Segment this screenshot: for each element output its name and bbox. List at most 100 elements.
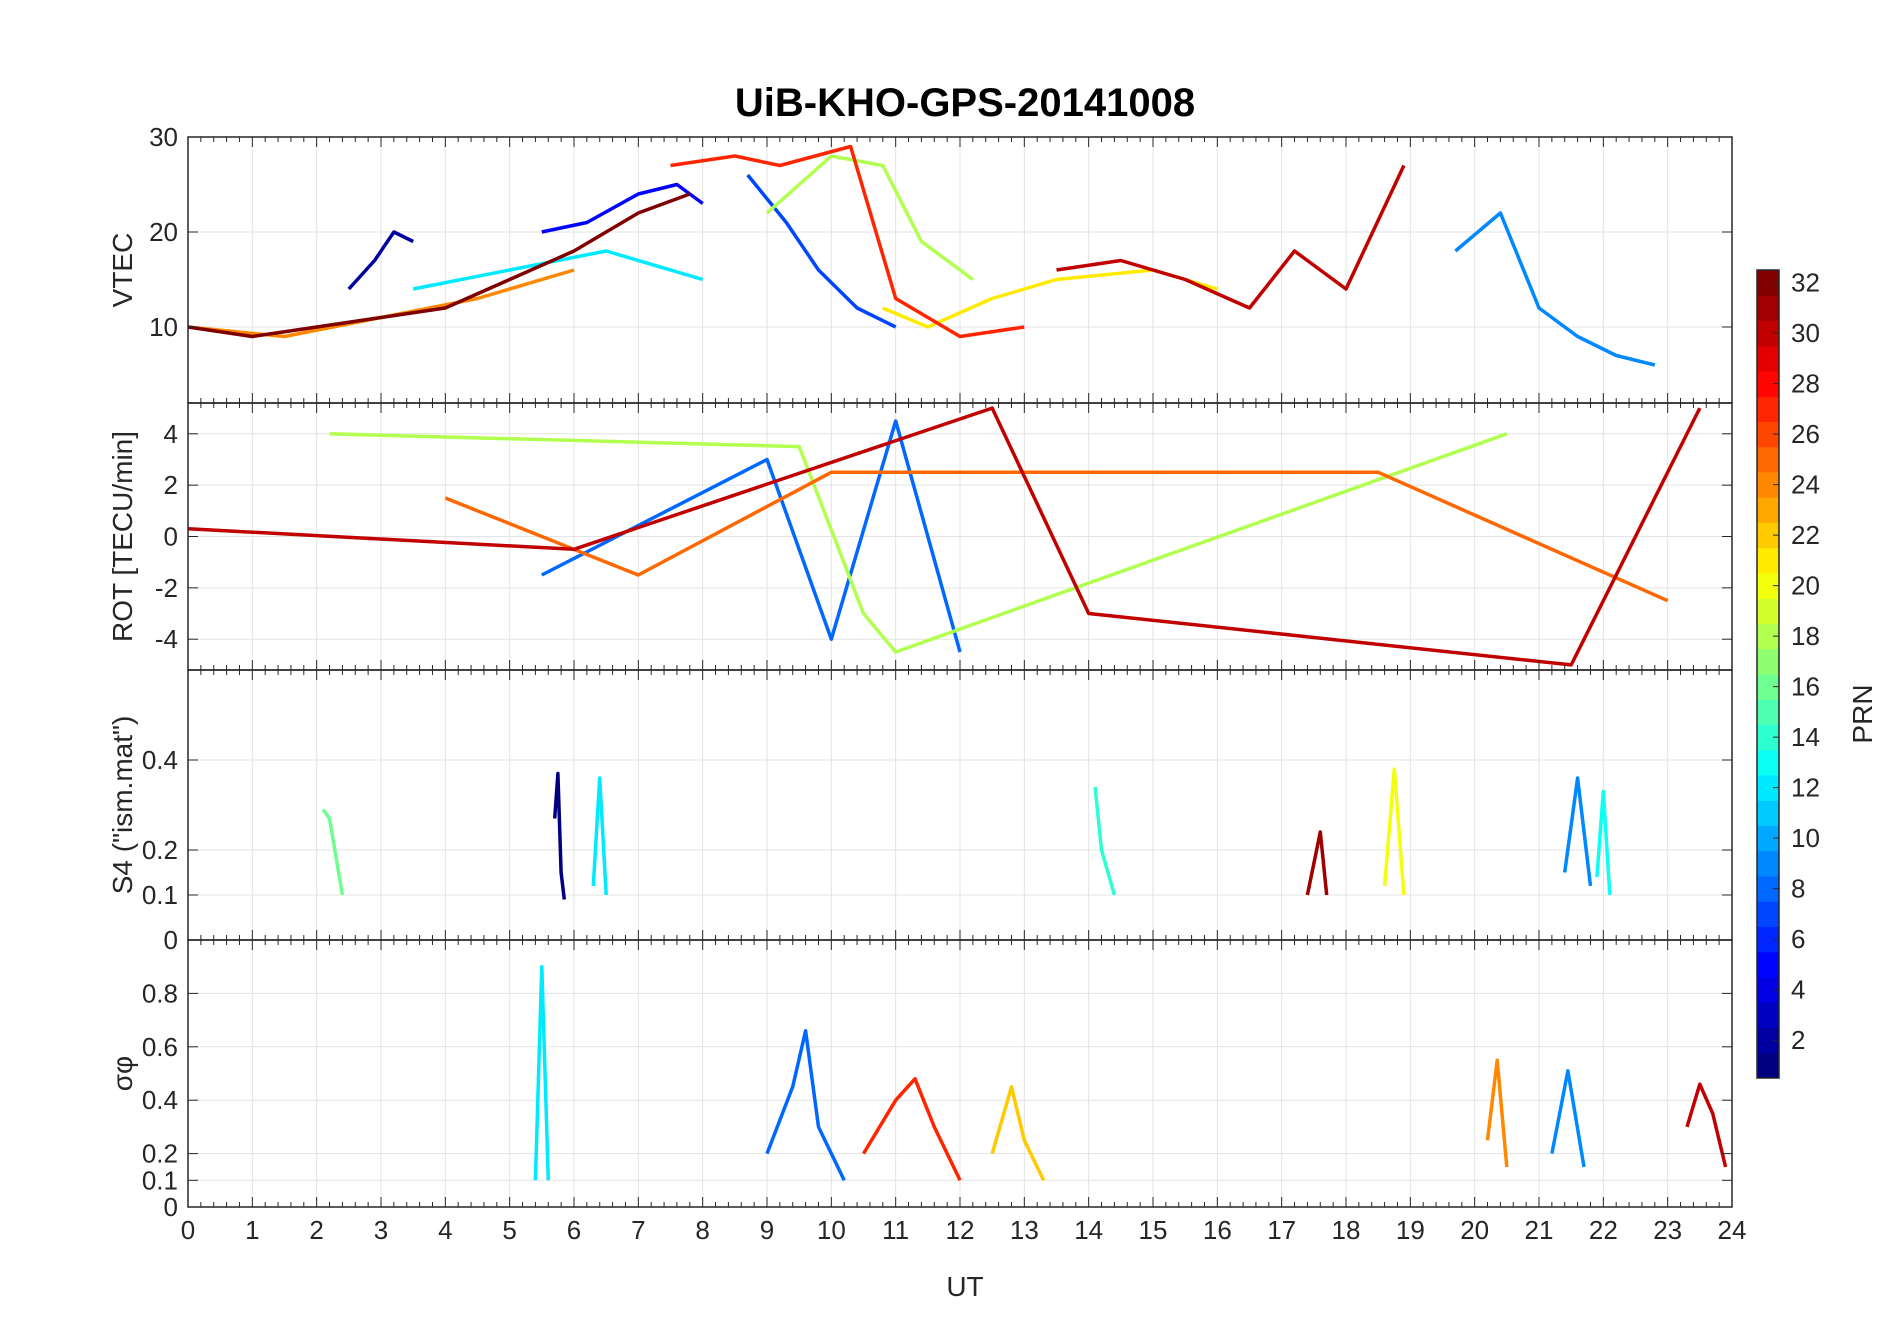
- y-axis-label: VTEC: [107, 233, 138, 308]
- colorbar-segment: [1757, 270, 1779, 296]
- colorbar-segment: [1757, 598, 1779, 624]
- series-line-prn-8: [541, 419, 962, 653]
- colorbar-label: PRN: [1847, 684, 1878, 743]
- series-line-prn-18: [329, 432, 1508, 654]
- series-line-prn-9: [1550, 1069, 1586, 1168]
- x-tick-label: 22: [1589, 1215, 1618, 1245]
- series-line-prn-2: [347, 230, 414, 291]
- x-tick-label: 17: [1267, 1215, 1296, 1245]
- colorbar-segment: [1757, 749, 1779, 776]
- x-tick-label: 8: [695, 1215, 709, 1245]
- colorbar-tick-label: 4: [1791, 975, 1805, 1005]
- y-tick-label: 0.4: [142, 745, 178, 775]
- colorbar-tick-label: 2: [1791, 1025, 1805, 1055]
- colorbar-tick-label: 14: [1791, 722, 1820, 752]
- series-line-prn-12: [412, 249, 704, 291]
- colorbar-tick-label: 10: [1791, 823, 1820, 853]
- colorbar-segment: [1757, 396, 1779, 422]
- colorbar-tick-label: 30: [1791, 318, 1820, 348]
- panel-rot: -4 -2 0 2 4 ROT [TECU/min]: [107, 402, 1733, 671]
- series-line-prn-30: [187, 406, 1702, 667]
- colorbar-segment: [1757, 699, 1779, 725]
- colorbar-tick-label: 22: [1791, 520, 1820, 550]
- colorbar-segment: [1757, 421, 1779, 448]
- y-tick-label: 0: [164, 1192, 178, 1222]
- x-tick-label: 0: [181, 1215, 195, 1245]
- series-line-prn-22: [990, 1085, 1046, 1182]
- y-tick-label: 2: [164, 470, 178, 500]
- colorbar-segment: [1757, 522, 1779, 549]
- y-tick-label: 0.2: [142, 835, 178, 865]
- x-tick-label: 7: [631, 1215, 645, 1245]
- colorbar-segment: [1757, 345, 1779, 372]
- series-line-prn-14: [1093, 786, 1117, 896]
- x-tick-label: 5: [502, 1215, 516, 1245]
- x-tick-label: 21: [1525, 1215, 1554, 1245]
- colorbar-segment: [1757, 1002, 1779, 1028]
- series-line-prn-13: [1595, 789, 1612, 896]
- series-line-prn-30: [1685, 1082, 1728, 1168]
- colorbar-tick-label: 18: [1791, 621, 1820, 651]
- colorbar-segment: [1757, 901, 1779, 927]
- series-line-prn-9: [1454, 211, 1656, 367]
- colorbar-segment: [1757, 724, 1779, 751]
- y-axis-label: ROT [TECU/min]: [107, 431, 138, 642]
- x-tick-label: 6: [567, 1215, 581, 1245]
- figure-title: UiB-KHO-GPS-20141008: [735, 81, 1195, 125]
- x-tick-label: 12: [946, 1215, 975, 1245]
- series-line-prn-12: [591, 776, 608, 896]
- colorbar-tick-label: 6: [1791, 924, 1805, 954]
- y-axis-label: S4 ("ism.mat"): [107, 716, 138, 895]
- x-tick-label: 24: [1718, 1215, 1747, 1245]
- colorbar-segment: [1757, 977, 1779, 1003]
- y-tick-label: -2: [155, 573, 178, 603]
- x-tick-label: 15: [1139, 1215, 1168, 1245]
- series-line-prn-5: [541, 182, 704, 234]
- colorbar-tick-label: 12: [1791, 773, 1820, 803]
- y-tick-label: 0.1: [142, 1165, 178, 1195]
- x-tick-label: 11: [882, 1215, 909, 1245]
- x-tick-label: 3: [374, 1215, 388, 1245]
- colorbar-tick-label: 24: [1791, 470, 1820, 500]
- colorbar-segment: [1757, 623, 1779, 650]
- series-line-prn-27: [670, 144, 1025, 339]
- colorbar-tick-label: 8: [1791, 874, 1805, 904]
- series-line-prn-27: [862, 1077, 962, 1182]
- x-tick-label: 23: [1653, 1215, 1682, 1245]
- colorbar-segment: [1757, 497, 1779, 523]
- colorbar-segment: [1757, 320, 1779, 347]
- series-line-prn-8: [765, 1029, 846, 1182]
- colorbar-segment: [1757, 775, 1779, 801]
- y-tick-label: 0.2: [142, 1139, 178, 1169]
- colorbar-segment: [1757, 371, 1779, 397]
- colorbar-segment: [1757, 446, 1779, 473]
- x-tick-label: 13: [1010, 1215, 1039, 1245]
- colorbar-tick-label: 28: [1791, 369, 1820, 399]
- colorbar-segment: [1757, 876, 1779, 902]
- colorbar-segment: [1757, 951, 1779, 978]
- series-line-prn-16: [321, 808, 345, 896]
- panel-vtec: 10 20 30 VTEC: [107, 122, 1733, 404]
- colorbar-frame: [1756, 269, 1780, 1079]
- x-tick-label: 14: [1074, 1215, 1103, 1245]
- colorbar-segment: [1757, 295, 1779, 321]
- series-line-prn-20: [1382, 767, 1406, 896]
- x-tick-label: 1: [245, 1215, 259, 1245]
- y-tick-label: 30: [149, 122, 178, 152]
- y-tick-label: 0.4: [142, 1085, 178, 1115]
- y-tick-label: 0: [164, 925, 178, 955]
- series-line-prn-31: [1305, 830, 1329, 896]
- x-tick-label: 20: [1460, 1215, 1489, 1245]
- y-tick-label: 0.8: [142, 978, 178, 1008]
- series-line-prn-24: [1485, 1058, 1509, 1168]
- y-tick-label: 4: [164, 419, 178, 449]
- x-axis-label: UT: [946, 1271, 983, 1302]
- colorbar-segment: [1757, 850, 1779, 877]
- y-tick-label: 0: [164, 522, 178, 552]
- colorbar-tick-label: 20: [1791, 571, 1820, 601]
- x-tick-label: 18: [1332, 1215, 1361, 1245]
- x-tick-label: 4: [438, 1215, 452, 1245]
- colorbar-segment: [1757, 1027, 1779, 1054]
